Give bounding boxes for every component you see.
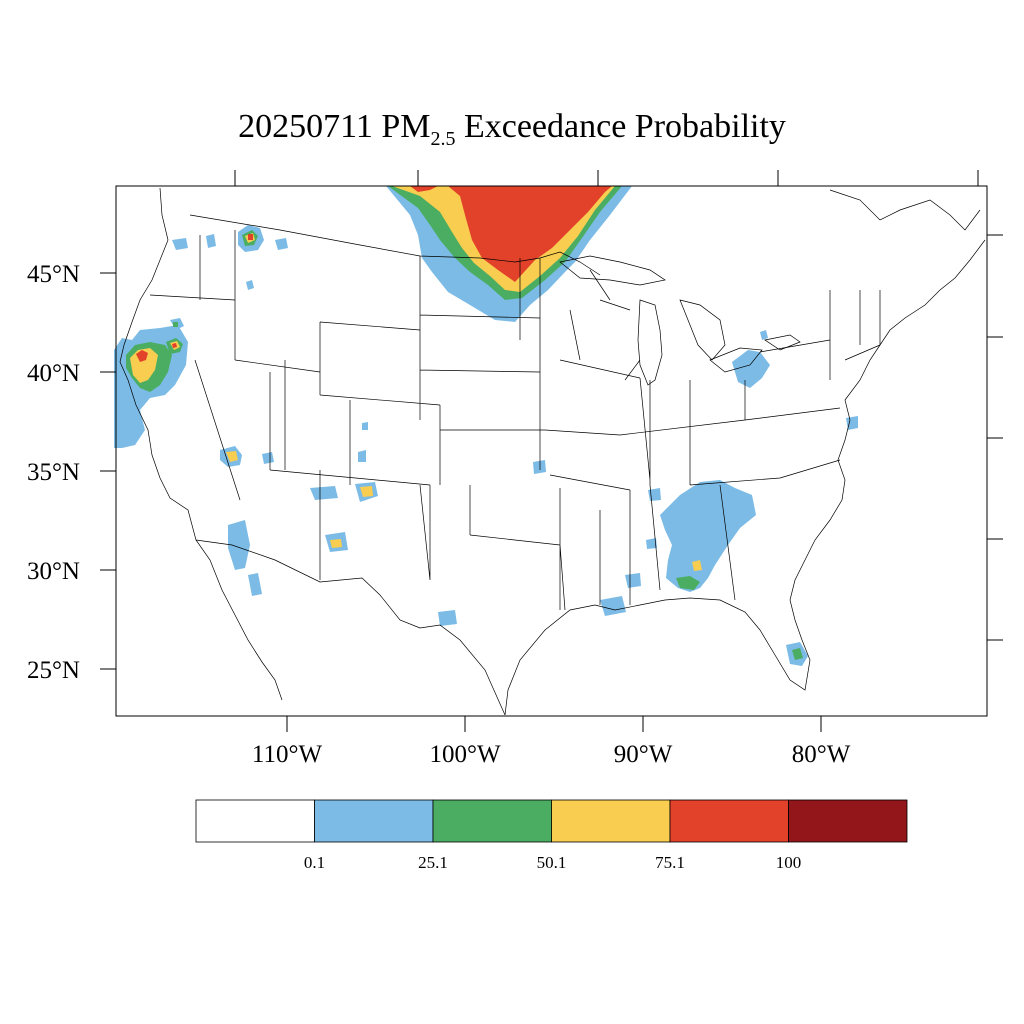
lat-label: 35°N bbox=[27, 459, 80, 486]
se-yellow bbox=[692, 560, 702, 571]
map-border bbox=[115, 185, 988, 717]
se-green bbox=[676, 576, 700, 590]
colorbar-bin bbox=[551, 799, 671, 843]
ut-speck bbox=[262, 452, 274, 464]
state-lines bbox=[149, 230, 881, 611]
id-red bbox=[248, 234, 253, 240]
plume-red bbox=[410, 186, 612, 282]
boundary-lines bbox=[119, 187, 986, 716]
lake-erie bbox=[709, 347, 763, 373]
colorbar-label: 75.1 bbox=[655, 853, 685, 872]
lon-label: 90°W bbox=[614, 741, 673, 768]
probability-shading bbox=[114, 186, 858, 666]
nv-fire-red bbox=[172, 343, 177, 348]
lon-label: 80°W bbox=[792, 741, 851, 768]
colorbar: 0.1 25.1 50.1 75.1 100 bbox=[195, 799, 908, 872]
lake-huron bbox=[679, 299, 726, 361]
us-canada-border bbox=[189, 214, 601, 276]
latitude-labels: 45°N 40°N 35°N 30°N 25°N bbox=[27, 261, 80, 684]
ca-red bbox=[136, 350, 148, 362]
gulf-speck bbox=[600, 596, 626, 616]
ks-speck bbox=[533, 460, 546, 474]
colorbar-bin bbox=[432, 799, 552, 843]
pacific-coastline bbox=[119, 187, 283, 701]
gulf-coastline bbox=[504, 239, 986, 716]
al-speck bbox=[646, 538, 657, 549]
gulf-speck2 bbox=[625, 573, 641, 588]
lake-michigan bbox=[637, 299, 663, 386]
az-speck bbox=[310, 486, 338, 500]
lake-ontario bbox=[764, 334, 801, 351]
colorbar-label: 25.1 bbox=[418, 853, 448, 872]
nm-yellow bbox=[360, 486, 373, 497]
az-south-blue bbox=[228, 520, 250, 570]
co-speck bbox=[358, 450, 366, 462]
co-speck2 bbox=[362, 422, 368, 430]
nv-south-yellow bbox=[226, 451, 238, 462]
colorbar-bin bbox=[788, 799, 908, 843]
az-south2-blue bbox=[248, 573, 262, 596]
or-speck-green bbox=[173, 322, 178, 327]
lat-label: 45°N bbox=[27, 261, 80, 288]
nm-south-yellow bbox=[330, 539, 342, 548]
colorbar-bin bbox=[314, 799, 434, 843]
lat-label: 30°N bbox=[27, 558, 80, 585]
id-speck bbox=[246, 280, 254, 290]
lat-label: 25°N bbox=[27, 657, 80, 684]
longitude-labels: 110°W 100°W 90°W 80°W bbox=[252, 741, 851, 768]
colorbar-label: 100 bbox=[776, 853, 802, 872]
colorbar-bin bbox=[669, 799, 789, 843]
wa-speck3 bbox=[275, 238, 288, 250]
lon-label: 110°W bbox=[252, 741, 323, 768]
map-frame bbox=[100, 170, 1003, 732]
us-mexico-border bbox=[195, 539, 506, 716]
map-title: 20250711 PM2.5 Exceedance Probability bbox=[238, 108, 786, 150]
se-blue bbox=[660, 480, 756, 592]
colorbar-label: 50.1 bbox=[537, 853, 567, 872]
tx-speck bbox=[438, 610, 457, 626]
colorbar-label: 0.1 bbox=[304, 853, 325, 872]
wa-speck1 bbox=[172, 238, 188, 250]
lon-label: 100°W bbox=[429, 741, 500, 768]
lat-label: 40°N bbox=[27, 360, 80, 387]
oh-blue bbox=[732, 350, 770, 388]
ms-speck bbox=[648, 488, 661, 501]
fl-green bbox=[792, 648, 803, 660]
wa-speck2 bbox=[206, 234, 216, 248]
ca-yellow bbox=[130, 348, 158, 383]
canada-hudson-coast bbox=[829, 189, 981, 231]
colorbar-bin bbox=[195, 799, 315, 843]
lake-superior bbox=[559, 255, 666, 286]
ny-speck bbox=[760, 330, 768, 340]
nj-speck bbox=[846, 416, 858, 430]
